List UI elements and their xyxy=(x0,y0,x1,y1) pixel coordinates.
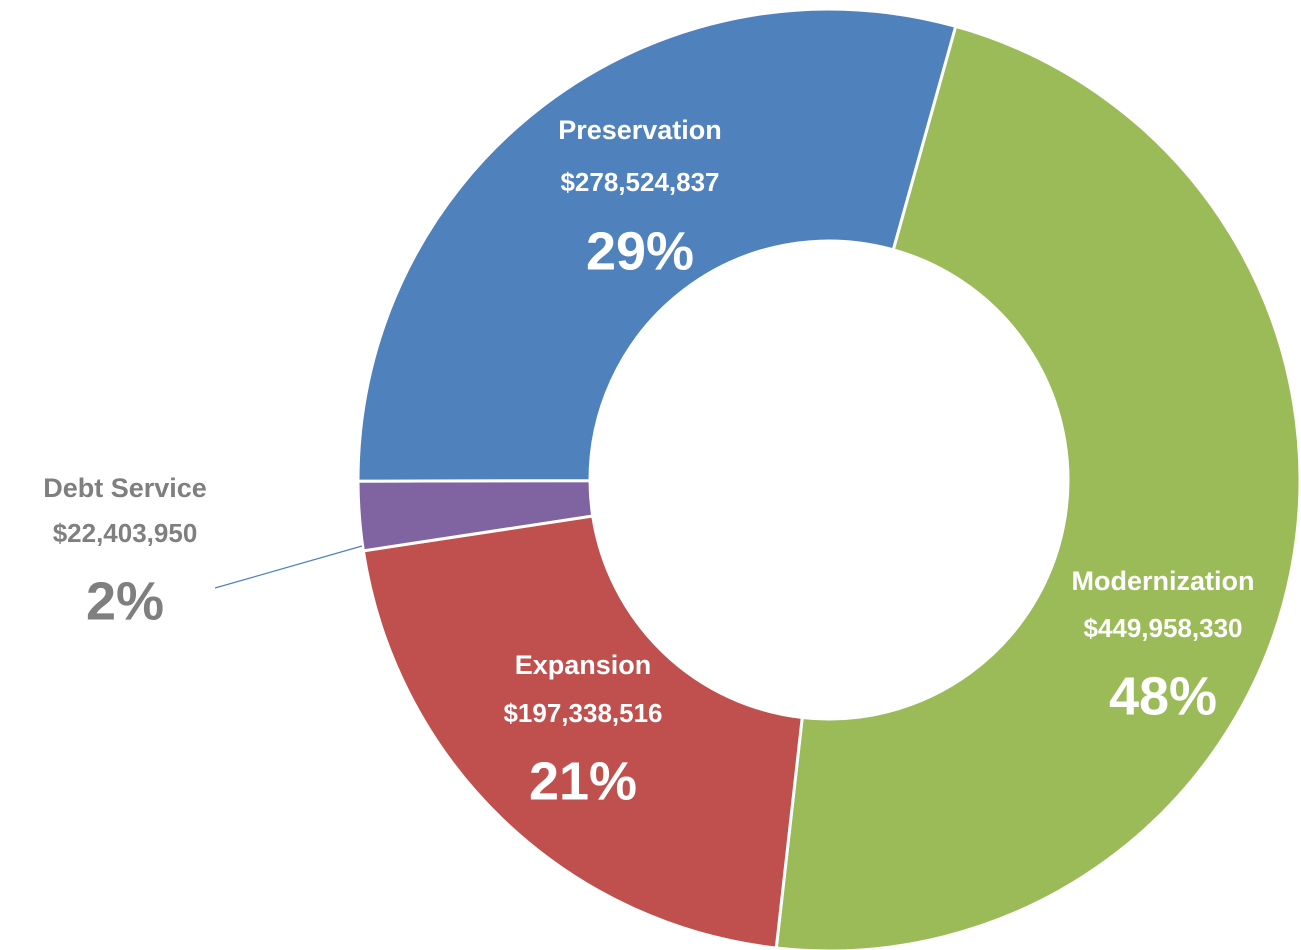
slice xyxy=(774,24,1301,950)
category-label: Modernization xyxy=(1072,566,1255,596)
category-label: Expansion xyxy=(515,650,652,680)
value-label: $449,958,330 xyxy=(1083,613,1242,643)
category-label: Debt Service xyxy=(43,473,207,503)
value-label: $22,403,950 xyxy=(53,518,198,548)
value-label: $278,524,837 xyxy=(560,167,719,197)
percent-label: 29% xyxy=(586,221,694,281)
slice xyxy=(361,514,804,950)
slice xyxy=(356,7,958,483)
value-label: $197,338,516 xyxy=(503,698,662,728)
leader-line xyxy=(214,545,363,589)
percent-label: 48% xyxy=(1109,666,1217,726)
category-label: Preservation xyxy=(558,115,722,145)
percent-label: 21% xyxy=(529,751,637,811)
percent-label: 2% xyxy=(86,571,164,631)
